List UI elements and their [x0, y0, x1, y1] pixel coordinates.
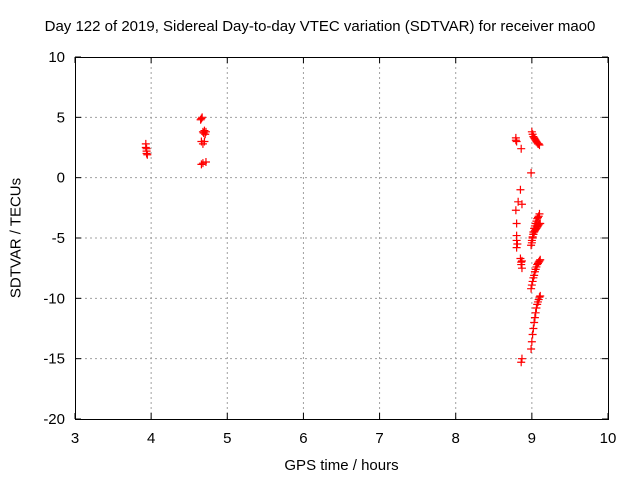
data-point — [527, 281, 536, 290]
data-point — [528, 330, 537, 339]
data-point — [512, 236, 521, 245]
data-point — [527, 345, 536, 354]
data-point — [201, 157, 210, 166]
data-point — [535, 256, 544, 265]
data-point — [536, 255, 545, 264]
data-point — [536, 291, 545, 300]
y-tick-label: 5 — [57, 109, 65, 126]
y-tick-label: -5 — [52, 230, 65, 247]
chart-title: Day 122 of 2019, Sidereal Day-to-day VTE… — [44, 18, 596, 35]
data-point — [516, 185, 525, 194]
data-point — [536, 219, 545, 228]
data-point — [532, 303, 541, 312]
x-tick-label: 10 — [600, 430, 617, 447]
y-tick-label: -20 — [43, 411, 65, 428]
data-point — [197, 114, 206, 123]
data-point — [200, 137, 209, 146]
data-point — [141, 143, 150, 152]
axes — [74, 56, 609, 420]
data-point — [511, 136, 520, 145]
x-tick-label: 5 — [223, 430, 231, 447]
data-point — [534, 220, 543, 229]
data-point — [512, 243, 521, 252]
tick-labels: 3 4 5 6 7 8 9 10 -20 -15 -10 -5 0 5 10 — [43, 49, 616, 447]
x-tick-label: 8 — [452, 430, 460, 447]
x-tick-label: 3 — [71, 430, 79, 447]
y-tick-label: -15 — [43, 351, 65, 368]
data-point — [512, 137, 521, 146]
data-point — [535, 141, 544, 150]
data-point — [530, 271, 539, 280]
data-point — [533, 213, 542, 222]
data-point — [531, 308, 540, 317]
data-point — [517, 144, 526, 153]
data-point — [534, 139, 543, 148]
data-point — [528, 277, 537, 286]
data-point — [517, 358, 526, 367]
x-tick-label: 4 — [147, 430, 155, 447]
data-point — [198, 113, 207, 122]
data-point — [142, 144, 151, 153]
data-point — [530, 318, 539, 327]
y-tick-label: -10 — [43, 290, 65, 307]
data-point — [535, 293, 544, 302]
data-point — [530, 313, 539, 322]
data-point — [517, 260, 526, 269]
y-axis-label: SDTVAR / TECUs — [7, 177, 25, 299]
data-point — [527, 168, 536, 177]
x-tick-label: 9 — [528, 430, 536, 447]
x-axis-label: GPS time / hours — [284, 457, 399, 474]
data-point — [529, 324, 538, 333]
data-point — [143, 150, 152, 159]
x-tick-label: 7 — [375, 430, 383, 447]
data-point — [197, 160, 206, 169]
grid — [75, 57, 608, 419]
data-point — [200, 126, 209, 135]
data-points — [141, 113, 545, 367]
data-point — [517, 200, 526, 209]
y-tick-label: 10 — [48, 49, 65, 66]
data-point — [517, 264, 526, 273]
data-point — [517, 256, 526, 265]
data-point — [527, 284, 536, 293]
data-point — [511, 206, 520, 215]
data-point — [201, 127, 210, 136]
data-point — [527, 337, 536, 346]
data-point — [517, 354, 526, 363]
y-tick-label: 0 — [57, 170, 65, 187]
data-point — [512, 219, 521, 228]
data-point — [535, 209, 544, 218]
data-point — [513, 240, 522, 249]
x-tick-label: 6 — [299, 430, 307, 447]
